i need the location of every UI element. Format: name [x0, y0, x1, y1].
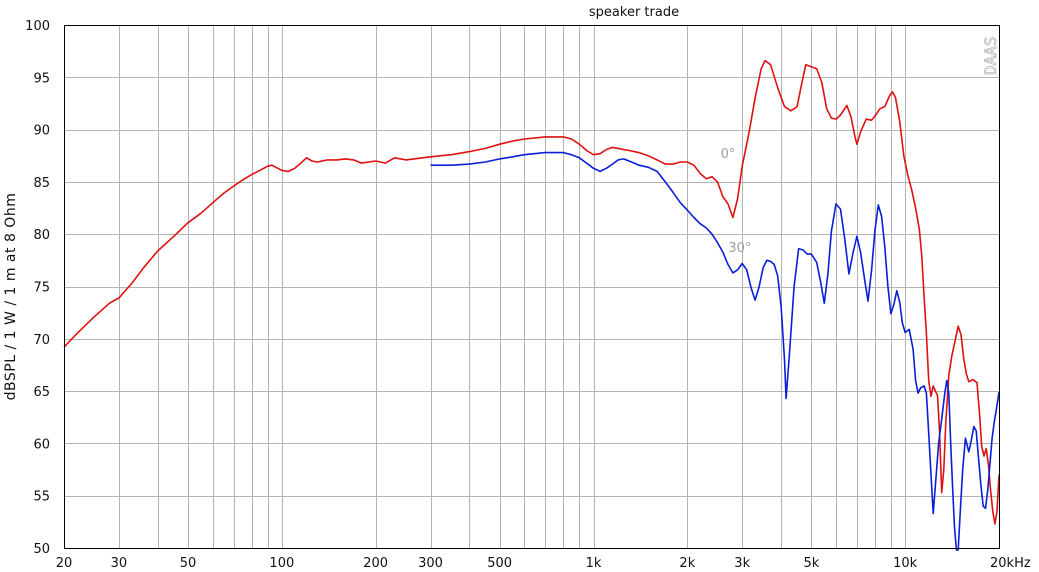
- curve-annotations: 0° 30°: [721, 147, 752, 256]
- series-layer: [63, 59, 1000, 551]
- x-tick-label: 5k: [803, 556, 819, 571]
- daas-watermark: DAAS: [981, 36, 1000, 75]
- x-tick-label: 2k: [679, 556, 695, 571]
- plot-border: [64, 25, 1000, 549]
- series-line-30deg: [430, 151, 1000, 551]
- curve-annotation-label: 0°: [721, 147, 736, 162]
- y-tick-label: 60: [33, 437, 50, 452]
- x-tick-label: 20kHz: [990, 556, 1031, 571]
- x-tick-label: 500: [487, 556, 512, 571]
- curve-annotation-label: 30°: [728, 241, 751, 256]
- x-tick-label: 300: [418, 556, 443, 571]
- y-tick-label: 50: [33, 542, 50, 557]
- x-tick-label: 200: [363, 556, 388, 571]
- x-tick-label: 30: [111, 556, 128, 571]
- plot-frame: [64, 25, 1000, 549]
- y-tick-label: 65: [33, 385, 50, 400]
- y-tick-label: 100: [25, 19, 50, 34]
- x-tick-label: 20: [56, 556, 73, 571]
- y-tick-label: 80: [33, 228, 50, 243]
- y-tick-label: 55: [33, 490, 50, 505]
- x-tick-label: 3k: [734, 556, 750, 571]
- x-tick-label: 10k: [893, 556, 918, 571]
- y-tick-label: 95: [33, 71, 50, 86]
- x-tick-label: 100: [269, 556, 294, 571]
- grid-lines: [64, 25, 1000, 549]
- y-tick-label: 70: [33, 333, 50, 348]
- tick-labels: 50 55 60 65 70 75 80 85 90 95 100 20 30 50 100 200 300 50…: [25, 19, 1031, 571]
- y-tick-label: 90: [33, 124, 50, 139]
- chart-title: speaker trade: [589, 5, 679, 20]
- y-tick-label: 75: [33, 281, 50, 296]
- x-tick-label: 1k: [586, 556, 602, 571]
- y-tick-label: 85: [33, 176, 50, 191]
- y-axis-label: dBSPL / 1 W / 1 m at 8 Ohm: [3, 193, 19, 401]
- x-tick-label: 50: [180, 556, 197, 571]
